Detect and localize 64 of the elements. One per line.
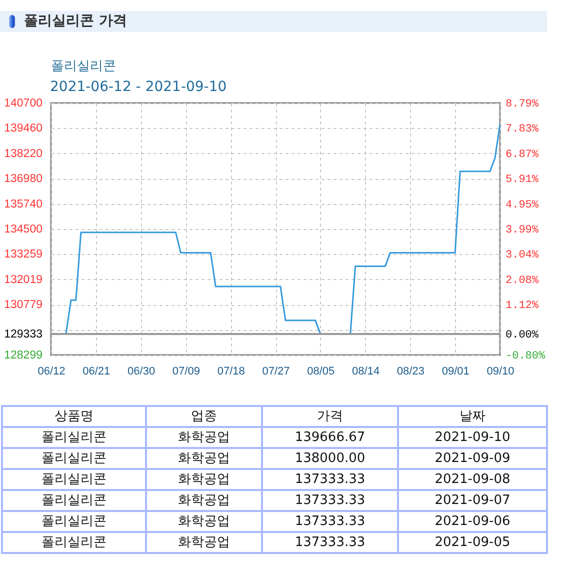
text: 날짜 xyxy=(398,406,547,427)
text: 폴리실리콘 xyxy=(42,472,106,486)
y2-tick-label: 3.04% xyxy=(506,250,539,262)
y2-tick-label: 7.83% xyxy=(506,124,539,136)
y2-tick-label: 0.00% xyxy=(506,329,539,342)
y-tick-label: 132019 xyxy=(4,274,42,286)
text: 화학공업 xyxy=(178,450,230,466)
y2-tick-label: -0.80% xyxy=(506,350,546,362)
text: 화학공업 xyxy=(146,427,262,448)
y-tick-label: 128299 xyxy=(4,350,42,362)
chart-subtitle: 폴리실리콘 xyxy=(51,59,116,75)
y2-tick-label: 2.08% xyxy=(506,274,539,287)
y-tick-label: 130779 xyxy=(4,299,42,312)
y2-tick-label: 8.79% xyxy=(506,98,539,110)
category-label: 2021-09-08 xyxy=(398,469,547,490)
y2-tick-label: 6.87% xyxy=(506,148,539,161)
y2-tick-label: 4.95% xyxy=(506,199,539,212)
category-label: 2021-09-05 xyxy=(398,532,547,553)
y-tick-label: 136980 xyxy=(4,173,42,186)
x-tick-label: 07/27 xyxy=(262,366,290,378)
x-tick-label: 09/10 xyxy=(486,366,514,378)
x-tick-label: 08/05 xyxy=(307,366,335,378)
category-label: 2021-09-07 xyxy=(398,490,547,511)
y2-tick-label: 1.12% xyxy=(506,300,539,312)
x-tick-label: 08/14 xyxy=(352,366,380,378)
data-label: 139666.67 xyxy=(262,427,398,448)
x-tick-label: 06/21 xyxy=(82,366,110,378)
text: 2021-06-12 - 2021-09-10 xyxy=(50,79,227,96)
x-tick-label: 08/23 xyxy=(396,366,424,378)
y-tick-label: 138220 xyxy=(4,148,42,160)
text: 화학공업 xyxy=(178,492,230,508)
text: 폴리실리콘 xyxy=(42,534,106,550)
y2-tick-label: 3.99% xyxy=(506,224,539,237)
y2-tick-label: 5.91% xyxy=(506,174,539,186)
text: 폴리실리콘 xyxy=(42,450,106,466)
data-label: 137333.33 xyxy=(262,490,398,511)
category-label: 2021-09-10 xyxy=(398,427,547,448)
category-label: 2021-09-09 xyxy=(398,448,547,469)
text: 상품명 xyxy=(2,406,146,427)
data-label: 138000.00 xyxy=(262,448,398,469)
y-tick-label: 129333 xyxy=(4,328,42,340)
x-tick-label: 07/09 xyxy=(172,366,200,378)
chart-title: 폴리실리콘 가격 xyxy=(24,12,127,31)
category-label: 2021-09-06 xyxy=(398,511,547,532)
x-tick-label: 09/01 xyxy=(442,366,470,378)
text: 업종 xyxy=(146,406,262,427)
text: 가격 xyxy=(262,406,398,427)
y-tick-label: 140700 xyxy=(4,98,42,110)
text: 폴리실리콘 xyxy=(42,492,106,508)
x-tick-label: 07/18 xyxy=(217,366,245,378)
y-tick-label: 135740 xyxy=(4,198,42,210)
text: 폴리실리콘 xyxy=(42,514,106,528)
text: 폴리실리콘 xyxy=(2,427,146,448)
y-tick-label: 139460 xyxy=(4,122,42,135)
text: 화학공업 xyxy=(178,514,230,528)
text: 화학공업 xyxy=(178,472,230,486)
data-label: 137333.33 xyxy=(262,511,398,532)
text: 화학공업 xyxy=(178,534,230,550)
x-tick-label: 06/12 xyxy=(38,366,66,378)
y-tick-label: 134500 xyxy=(4,223,42,236)
data-label: 137333.33 xyxy=(262,532,398,553)
x-tick-label: 06/30 xyxy=(128,366,156,378)
data-label: 137333.33 xyxy=(262,469,398,490)
y-tick-label: 133259 xyxy=(4,248,42,261)
